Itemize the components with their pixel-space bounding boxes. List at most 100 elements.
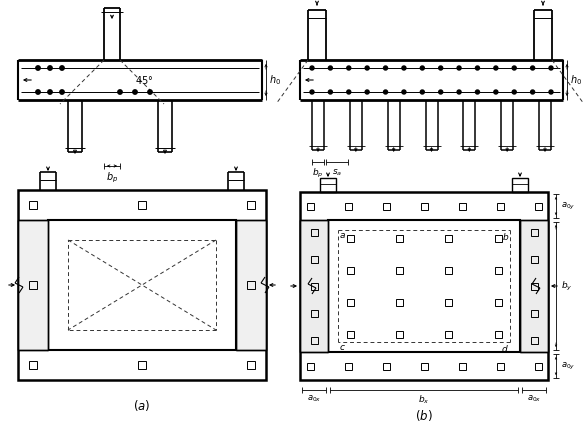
Circle shape [328,90,332,94]
Text: $45°$: $45°$ [135,74,153,86]
Bar [497,362,504,369]
Circle shape [549,90,553,94]
Text: $a_{0y}$: $a_{0y}$ [561,360,575,372]
Circle shape [402,66,406,70]
Bar [396,331,403,338]
Bar [531,310,538,316]
Text: $h_0$: $h_0$ [269,73,281,87]
Bar [29,201,37,209]
Bar [445,267,452,273]
Bar [445,331,452,338]
Bar [420,362,427,369]
Circle shape [531,66,535,70]
Circle shape [512,66,516,70]
Bar [383,203,390,209]
Bar [138,361,146,369]
Text: $c$: $c$ [339,343,346,352]
Bar [320,178,336,192]
Bar [247,281,255,289]
Bar [311,283,318,289]
Circle shape [457,90,461,94]
Circle shape [494,90,498,94]
Bar [346,267,353,273]
Bar [458,362,465,369]
Bar [531,255,538,262]
Circle shape [310,90,314,94]
Circle shape [365,66,369,70]
Circle shape [347,66,351,70]
Bar [306,203,313,209]
Bar [18,220,48,350]
Text: $d$: $d$ [501,343,509,354]
Circle shape [475,90,480,94]
Text: $b_x$: $b_x$ [418,394,430,406]
Circle shape [438,66,443,70]
Circle shape [549,66,553,70]
Bar [535,203,541,209]
Text: $a_{0x}$: $a_{0x}$ [527,394,541,405]
Bar [311,310,318,316]
Bar [346,234,353,242]
Bar [29,281,37,289]
Bar [247,361,255,369]
Bar [311,255,318,262]
Bar [300,220,328,352]
Bar [531,337,538,344]
Text: $b$: $b$ [502,231,509,242]
Bar [458,203,465,209]
Bar [396,234,403,242]
Bar [531,283,538,289]
Text: $b_p$: $b_p$ [312,167,324,180]
Bar [18,220,48,350]
Bar [494,234,501,242]
Circle shape [475,66,480,70]
Bar [445,234,452,242]
Circle shape [60,90,64,94]
Circle shape [383,66,387,70]
Bar [497,203,504,209]
Text: $a$: $a$ [339,231,346,240]
Bar [494,331,501,338]
Bar [345,362,352,369]
Bar [494,298,501,305]
Bar [311,228,318,236]
Circle shape [457,66,461,70]
Text: $(a)$: $(a)$ [133,398,151,413]
Text: $a_{0y}$: $a_{0y}$ [561,200,575,212]
Bar [306,362,313,369]
Circle shape [383,90,387,94]
Bar [311,337,318,344]
Bar [346,331,353,338]
Circle shape [347,90,351,94]
Bar [494,267,501,273]
Circle shape [531,90,535,94]
Bar [29,361,37,369]
Bar [18,190,266,380]
Text: $(b)$: $(b)$ [415,408,433,423]
Bar [328,220,520,352]
Text: $a_{0x}$: $a_{0x}$ [307,394,321,405]
Circle shape [420,90,424,94]
Circle shape [118,90,122,94]
Bar [531,228,538,236]
Text: $h_0$: $h_0$ [570,73,582,87]
Bar [300,192,548,380]
Circle shape [365,90,369,94]
Circle shape [36,66,40,70]
Bar [383,362,390,369]
Bar [300,220,328,352]
Circle shape [133,90,137,94]
Bar [346,298,353,305]
Bar [396,298,403,305]
Bar [535,362,541,369]
Circle shape [48,90,52,94]
Circle shape [60,66,64,70]
Bar [420,203,427,209]
Bar [48,220,236,350]
Text: $b_y$: $b_y$ [561,280,572,292]
Circle shape [148,90,152,94]
Bar [236,220,266,350]
Bar [520,220,548,352]
Bar [345,203,352,209]
Circle shape [402,90,406,94]
